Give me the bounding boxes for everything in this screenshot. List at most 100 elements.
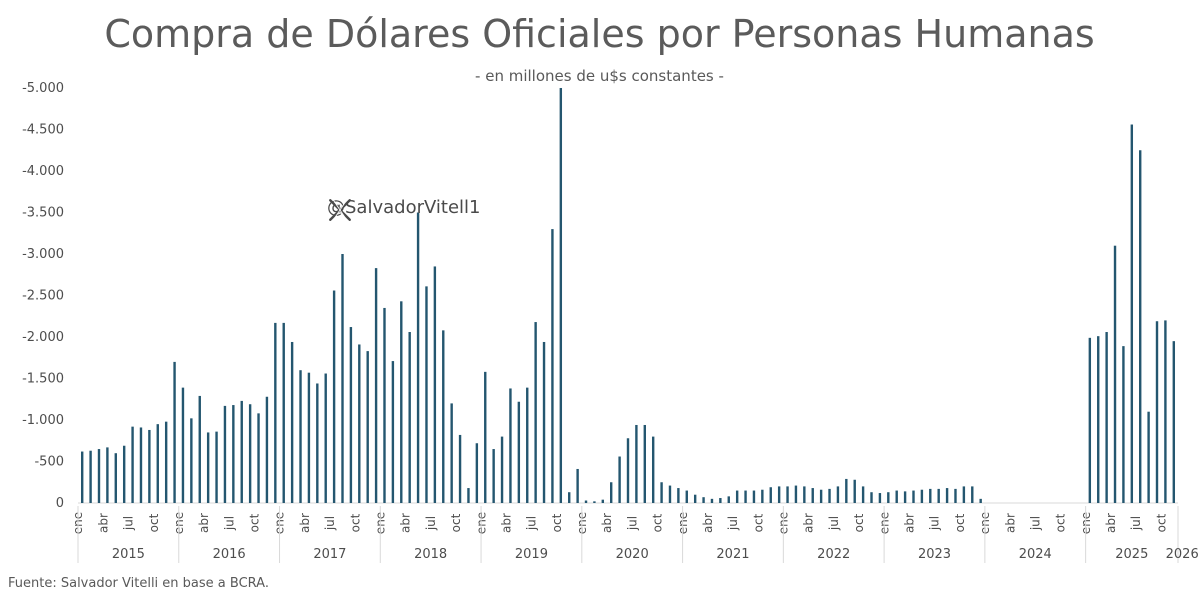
y-tick-label: -5.000 (22, 81, 64, 96)
x-tick-label: abr (902, 513, 916, 533)
y-tick-label: -1.000 (22, 413, 64, 428)
x-tick-label: oct (953, 513, 967, 532)
watermark-handle: @SalvadorVitell1 (327, 197, 481, 218)
x-tick-label: oct (248, 513, 262, 532)
bar (929, 488, 932, 503)
bar (601, 499, 605, 503)
bar (744, 490, 747, 503)
x-logo-icon (329, 199, 351, 221)
x-tick-label: jul (525, 516, 539, 531)
chart-title: Compra de Dólares Oficiales por Personas… (104, 12, 1095, 56)
year-label: 2022 (817, 547, 850, 562)
bar (542, 341, 546, 503)
bar (408, 332, 411, 503)
bar (845, 478, 848, 503)
bar (442, 330, 445, 503)
bar (1155, 321, 1159, 503)
bar (828, 488, 831, 503)
year-label: 2026 (1166, 547, 1199, 562)
bar (979, 498, 982, 503)
y-tick-label: -3.000 (22, 247, 64, 262)
bar (80, 451, 84, 503)
y-tick-label: -2.000 (22, 330, 64, 345)
x-tick-label: jul (625, 516, 639, 531)
x-tick-label: jul (726, 516, 740, 531)
bar (660, 482, 663, 503)
bar (450, 403, 453, 503)
x-tick-label: oct (147, 513, 161, 532)
bar (786, 486, 789, 503)
bar (568, 492, 571, 503)
bar (509, 388, 512, 503)
x-tick-label: oct (1154, 513, 1168, 532)
watermark: @SalvadorVitell1 (327, 197, 481, 221)
bar (861, 486, 865, 503)
bar (668, 485, 672, 503)
bar (1105, 332, 1108, 503)
bar (383, 307, 386, 503)
bar (878, 493, 882, 503)
bar (903, 491, 907, 503)
bar (492, 449, 495, 503)
bar (610, 482, 613, 503)
bar (1088, 337, 1092, 503)
bar (215, 431, 218, 503)
bar (971, 486, 974, 503)
bar (425, 286, 428, 503)
bar (559, 88, 563, 503)
source-note: Fuente: Salvador Vitelli en base a BCRA. (8, 576, 269, 591)
year-label: 2025 (1115, 547, 1148, 562)
bar (870, 492, 873, 503)
bar (534, 322, 537, 503)
bar (274, 322, 277, 503)
bar (962, 486, 966, 503)
bar (349, 327, 353, 503)
y-tick-label: -2.500 (22, 289, 64, 304)
bar (106, 447, 109, 503)
bar (1130, 124, 1134, 504)
y-tick-label: -4.000 (22, 164, 64, 179)
x-tick-label: abr (298, 513, 312, 533)
x-tick-label: abr (1003, 513, 1017, 533)
bar (332, 290, 336, 503)
x-tick-label: oct (449, 513, 463, 532)
y-tick-label: -1.500 (22, 372, 64, 387)
year-label: 2023 (918, 547, 951, 562)
x-tick-label: abr (802, 513, 816, 533)
x-tick-label: abr (197, 513, 211, 533)
bar (374, 268, 378, 503)
bar (584, 500, 588, 503)
bar (458, 434, 462, 503)
bar (593, 501, 596, 503)
bar (148, 429, 151, 503)
bar (307, 372, 311, 503)
x-tick-label: oct (1054, 513, 1068, 532)
x-tick-label: oct (348, 513, 362, 532)
bar (433, 266, 437, 503)
bar (517, 401, 521, 503)
x-tick-label: oct (550, 513, 564, 532)
bar (400, 301, 403, 503)
bar (173, 361, 176, 503)
bar (290, 341, 294, 503)
x-tick-label: jul (928, 516, 942, 531)
bar (324, 373, 327, 503)
bar (1147, 411, 1150, 503)
bar (232, 405, 235, 503)
x-tick-label: abr (1104, 513, 1118, 533)
bar (794, 485, 798, 503)
y-tick-label: -500 (34, 455, 64, 470)
year-label: 2015 (112, 547, 145, 562)
bar (1113, 245, 1117, 503)
bar (551, 229, 554, 503)
bar (282, 322, 285, 503)
bar (467, 488, 470, 503)
chart-subtitle: - en millones de u$s constantes - (475, 67, 724, 85)
bar (685, 490, 688, 503)
bar (895, 490, 898, 503)
bar (761, 489, 764, 503)
bar (265, 396, 269, 503)
bar (164, 421, 168, 503)
year-label: 2021 (716, 547, 749, 562)
year-label: 2016 (213, 547, 246, 562)
